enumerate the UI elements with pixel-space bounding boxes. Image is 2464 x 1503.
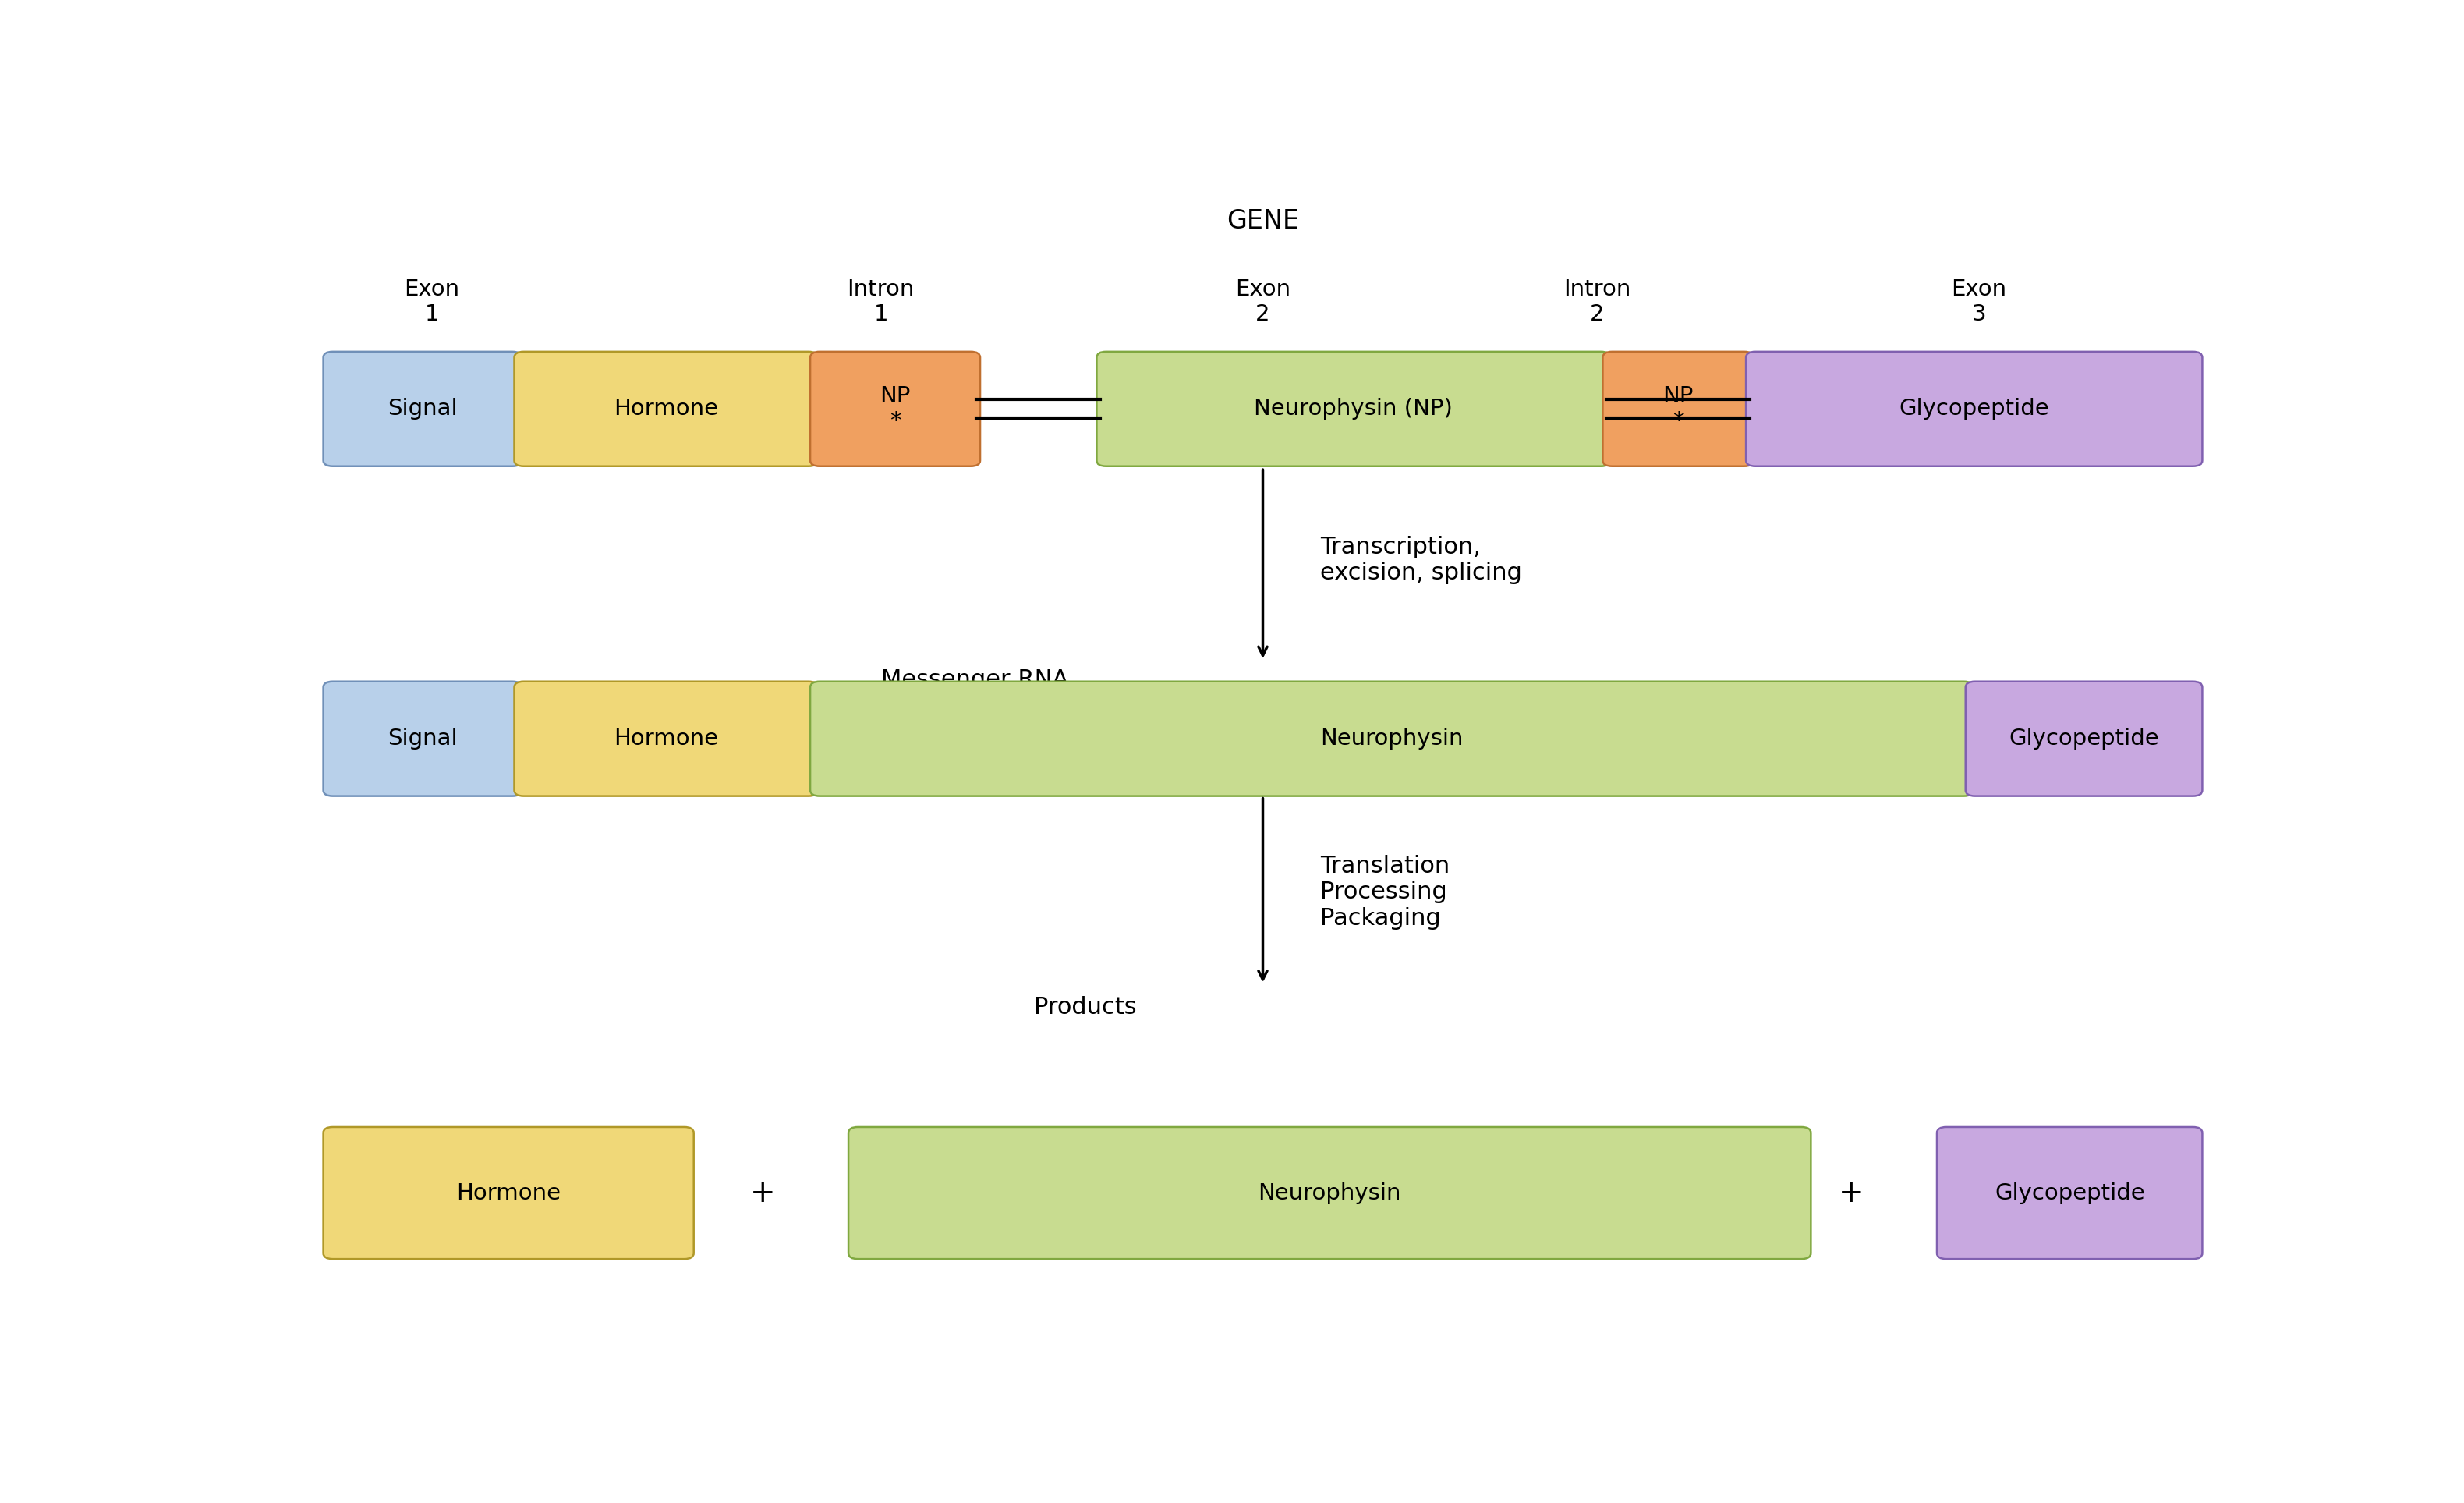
Text: Intron
1: Intron 1 (848, 278, 914, 326)
FancyBboxPatch shape (1747, 352, 2203, 466)
FancyBboxPatch shape (848, 1127, 1811, 1260)
Text: Hormone: Hormone (456, 1181, 562, 1204)
FancyBboxPatch shape (1937, 1127, 2203, 1260)
FancyBboxPatch shape (323, 681, 522, 797)
FancyBboxPatch shape (1096, 352, 1611, 466)
Text: NP
*: NP * (1663, 385, 1693, 433)
Text: Glycopeptide: Glycopeptide (1993, 1181, 2144, 1204)
FancyBboxPatch shape (323, 352, 522, 466)
Text: Neurophysin (NP): Neurophysin (NP) (1254, 398, 1454, 419)
Text: GENE: GENE (1227, 207, 1299, 234)
Text: Neurophysin: Neurophysin (1259, 1181, 1402, 1204)
Text: Hormone: Hormone (614, 398, 719, 419)
FancyBboxPatch shape (515, 681, 818, 797)
Text: Signal: Signal (387, 727, 458, 750)
Text: Exon
1: Exon 1 (404, 278, 461, 326)
Text: Neurophysin: Neurophysin (1321, 727, 1464, 750)
Text: Signal: Signal (387, 398, 458, 419)
Text: NP
*: NP * (880, 385, 912, 433)
Text: Transcription,
excision, splicing: Transcription, excision, splicing (1321, 535, 1523, 585)
Text: Intron
2: Intron 2 (1562, 278, 1631, 326)
FancyBboxPatch shape (811, 681, 1974, 797)
FancyBboxPatch shape (811, 352, 981, 466)
FancyBboxPatch shape (515, 352, 818, 466)
FancyBboxPatch shape (323, 1127, 695, 1260)
Text: Messenger RNA: Messenger RNA (880, 669, 1069, 691)
Text: Exon
2: Exon 2 (1234, 278, 1291, 326)
Text: Glycopeptide: Glycopeptide (1900, 398, 2050, 419)
Text: +: + (749, 1178, 776, 1208)
FancyBboxPatch shape (1966, 681, 2203, 797)
Text: Glycopeptide: Glycopeptide (2008, 727, 2158, 750)
Text: Exon
3: Exon 3 (1951, 278, 2006, 326)
Text: Products: Products (1035, 996, 1136, 1019)
Text: Translation
Processing
Packaging: Translation Processing Packaging (1321, 855, 1449, 930)
Text: Hormone: Hormone (614, 727, 719, 750)
FancyBboxPatch shape (1602, 352, 1754, 466)
Text: +: + (1838, 1178, 1863, 1208)
